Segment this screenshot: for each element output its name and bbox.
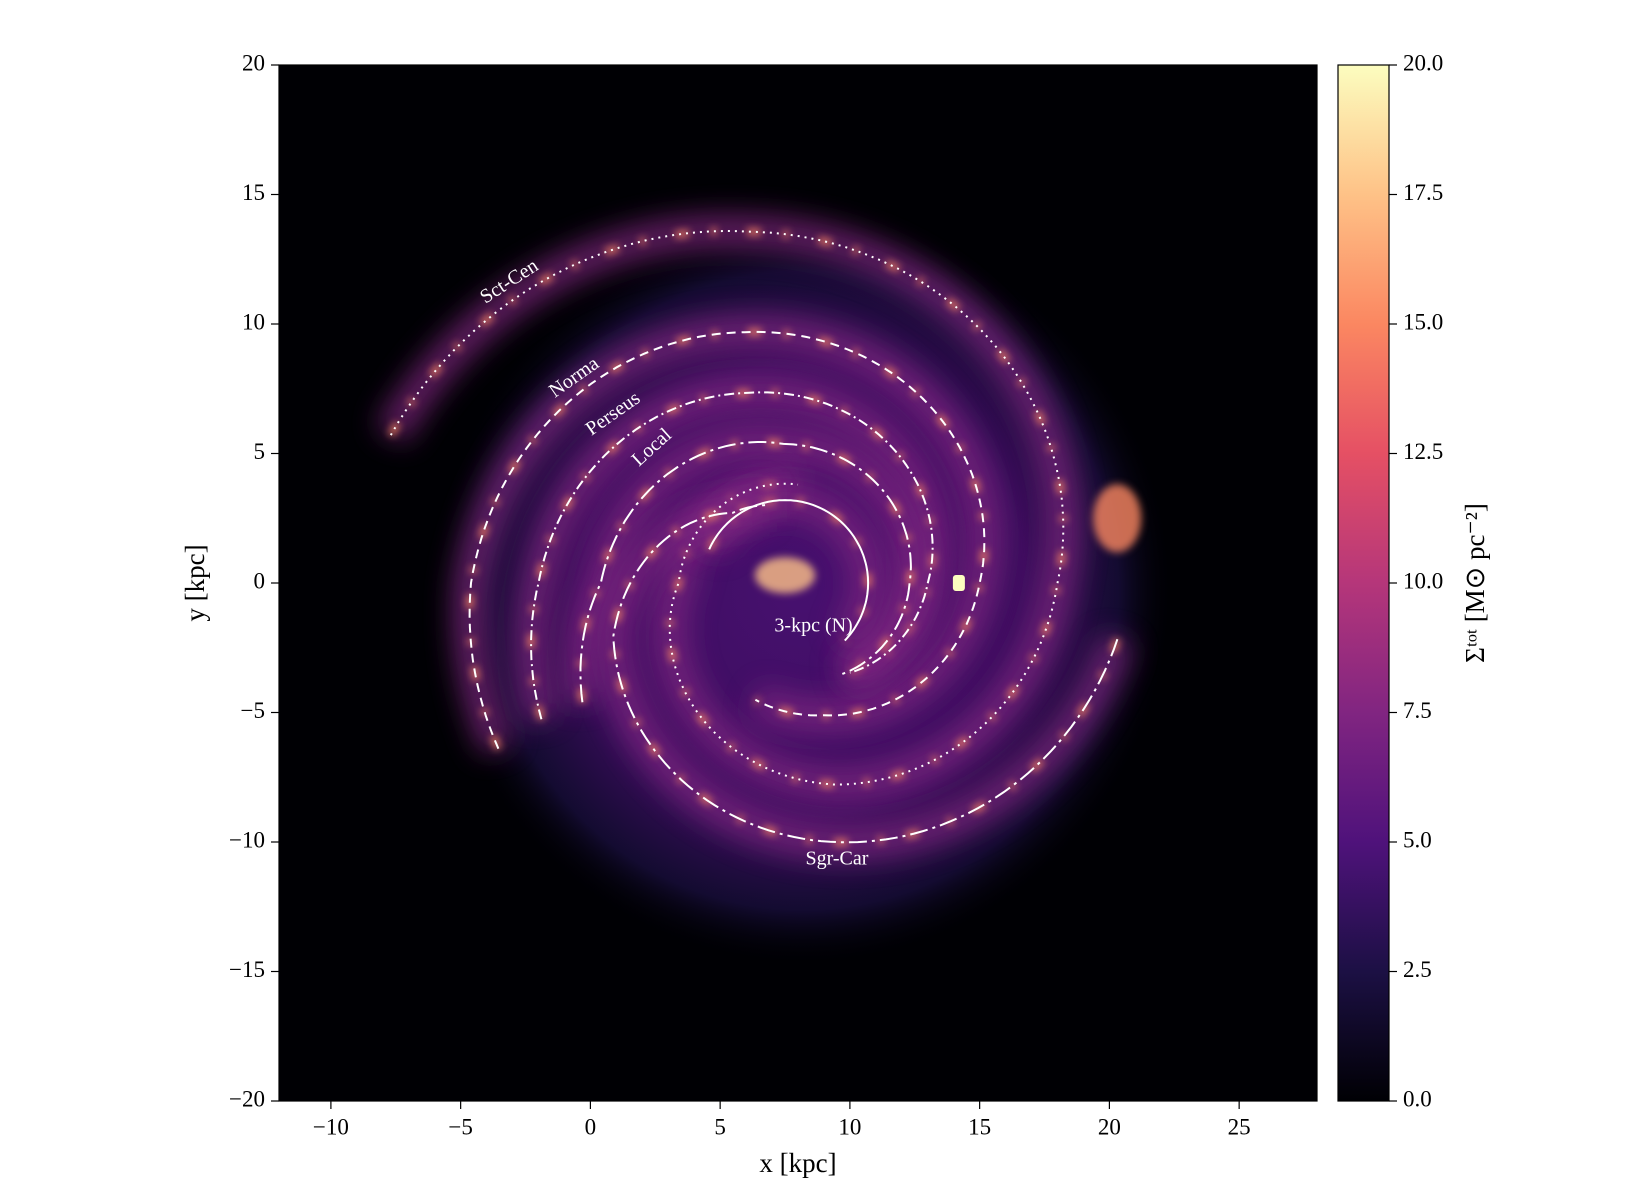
y-tick-label: 0 bbox=[254, 568, 266, 593]
colorbar-label: Σᵗᵒᵗ [M⊙ pc⁻²] bbox=[1460, 503, 1490, 663]
y-tick-label: −5 bbox=[241, 698, 265, 723]
y-tick-label: 10 bbox=[242, 309, 265, 334]
y-tick-label: −20 bbox=[229, 1086, 265, 1111]
arm-curve bbox=[612, 504, 1119, 844]
x-tick-label: 10 bbox=[838, 1114, 861, 1139]
colorbar-tick-label: 12.5 bbox=[1403, 439, 1443, 464]
sun-marker bbox=[952, 575, 965, 591]
colorbar bbox=[1337, 64, 1390, 1102]
disc-glow bbox=[432, 215, 1175, 967]
arm-curve bbox=[530, 391, 934, 720]
arm-curve bbox=[708, 499, 870, 642]
y-tick-label: 20 bbox=[242, 50, 265, 75]
x-tick-label: 5 bbox=[714, 1114, 726, 1139]
x-tick-label: 0 bbox=[585, 1114, 597, 1139]
y-tick-label: −10 bbox=[229, 827, 265, 852]
x-tick-label: −5 bbox=[448, 1114, 472, 1139]
hotspot bbox=[1093, 484, 1142, 553]
colorbar-tick-label: 0.0 bbox=[1403, 1086, 1432, 1111]
y-tick-label: −15 bbox=[229, 957, 265, 982]
arm-curve bbox=[579, 441, 912, 703]
x-tick-label: 20 bbox=[1098, 1114, 1121, 1139]
colorbar-tick-label: 2.5 bbox=[1403, 957, 1432, 982]
colorbar-tick-label: 17.5 bbox=[1403, 180, 1443, 205]
colorbar-tick-label: 5.0 bbox=[1403, 827, 1432, 852]
core-glow bbox=[755, 557, 816, 594]
colorbar-tick-label: 10.0 bbox=[1403, 568, 1443, 593]
x-tick-label: 25 bbox=[1228, 1114, 1251, 1139]
arm-clumps bbox=[577, 438, 915, 703]
y-axis-label: y [kpc] bbox=[180, 544, 210, 621]
heatmap bbox=[279, 65, 1317, 1101]
arm-curve bbox=[468, 330, 986, 750]
x-axis-label: x [kpc] bbox=[759, 1148, 836, 1178]
arm-label: Sgr-Car bbox=[805, 848, 868, 870]
y-tick-label: 5 bbox=[254, 439, 266, 464]
y-tick-label: 15 bbox=[242, 180, 265, 205]
arm-glow bbox=[376, 213, 1081, 802]
x-tick-label: −10 bbox=[313, 1114, 349, 1139]
arm-label: 3-kpc (N) bbox=[774, 615, 852, 637]
colorbar-tick-label: 20.0 bbox=[1403, 50, 1443, 75]
colorbar-tick-label: 15.0 bbox=[1403, 309, 1443, 334]
colorbar-tick-label: 7.5 bbox=[1403, 698, 1432, 723]
x-tick-label: 15 bbox=[968, 1114, 991, 1139]
